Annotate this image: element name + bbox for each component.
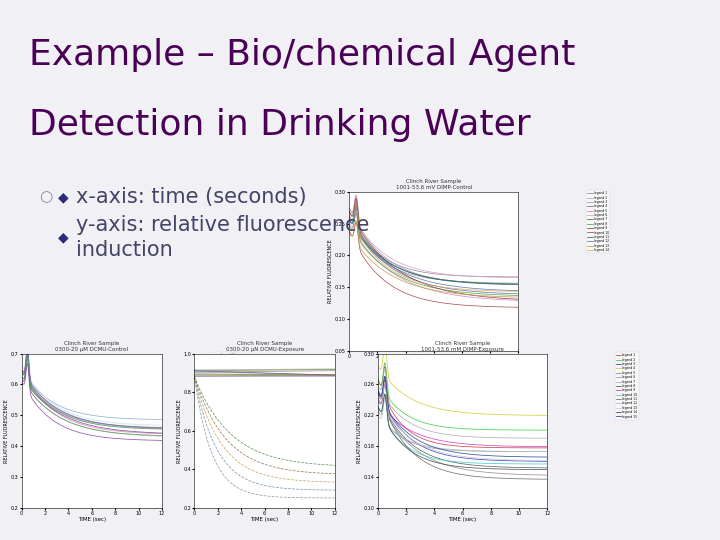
Text: Detection in Drinking Water: Detection in Drinking Water <box>29 108 531 142</box>
X-axis label: TIME (sec): TIME (sec) <box>251 517 279 523</box>
Y-axis label: RELATIVE FLUORESCENCE: RELATIVE FLUORESCENCE <box>4 399 9 463</box>
Y-axis label: RELATIVE FLUORESCENCE: RELATIVE FLUORESCENCE <box>357 399 362 463</box>
Text: ◆: ◆ <box>58 190 68 204</box>
Y-axis label: RELATIVE FLUORESCENCE: RELATIVE FLUORESCENCE <box>328 239 333 303</box>
Text: y-axis: relative fluorescence
induction: y-axis: relative fluorescence induction <box>76 215 369 260</box>
Title: Clinch River Sample
0300-20 μN DCMU-Exposure: Clinch River Sample 0300-20 μN DCMU-Expo… <box>225 341 304 352</box>
Text: ○: ○ <box>40 190 53 205</box>
Legend:  <box>415 352 418 355</box>
Title: Clinch River Sample
0300-20 μM DCMU-Control: Clinch River Sample 0300-20 μM DCMU-Cont… <box>55 341 128 352</box>
Legend: legend 1, legend 2, legend 3, legend 4, legend 5, legend 6, legend 7, legend 8, : legend 1, legend 2, legend 3, legend 4, … <box>586 190 610 253</box>
X-axis label: TIME (sec): TIME (sec) <box>449 517 477 523</box>
Y-axis label: RELATIVE FLUORESCENCE: RELATIVE FLUORESCENCE <box>177 399 181 463</box>
Title: Clinch River Sample
1001-53.6 mM DIMP-Exposure: Clinch River Sample 1001-53.6 mM DIMP-Ex… <box>421 341 504 352</box>
X-axis label: TIME (sec): TIME (sec) <box>420 361 448 366</box>
X-axis label: TIME (sec): TIME (sec) <box>78 517 106 523</box>
Title: Clinch River Sample
1001-53.6 mV DIMP-Control: Clinch River Sample 1001-53.6 mV DIMP-Co… <box>395 179 472 190</box>
Text: Example – Bio/chemical Agent: Example – Bio/chemical Agent <box>29 38 575 72</box>
Legend: legend 1, legend 2, legend 3, legend 4, legend 5, legend 6, legend 7, legend 8, : legend 1, legend 2, legend 3, legend 4, … <box>615 352 639 420</box>
Legend: legend 1, legend 2, legend 3, legend 4, legend 5, legend 6, legend 7, legend 8, : legend 1, legend 2, legend 3, legend 4, … <box>214 352 238 407</box>
Text: x-axis: time (seconds): x-axis: time (seconds) <box>76 187 306 207</box>
Text: ◆: ◆ <box>58 231 68 245</box>
